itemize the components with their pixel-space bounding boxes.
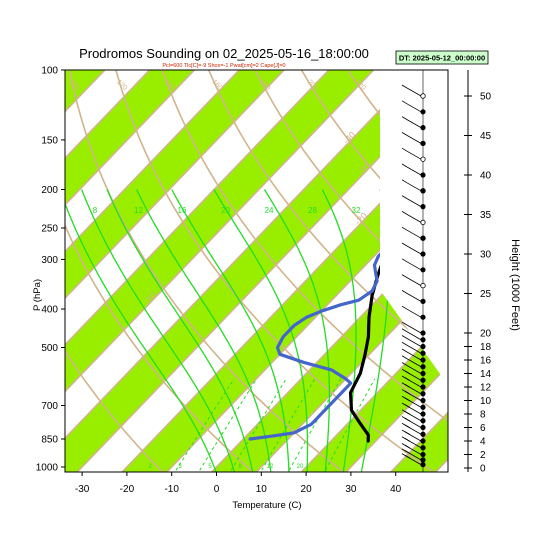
y-tick-label: 150 [41, 135, 58, 146]
wind-station-dot [421, 220, 425, 224]
wind-station-dot [421, 204, 425, 208]
y-tick-label: 500 [41, 343, 58, 354]
moist-adiabat-label: 12 [134, 206, 143, 215]
y-tick-label: 400 [41, 305, 58, 316]
height-tick-label: 2 [480, 450, 486, 461]
y-tick-label: 250 [41, 223, 58, 234]
height-tick-label: 18 [480, 342, 492, 353]
x-tick-label: 30 [345, 484, 357, 495]
x-tick-label: 40 [390, 484, 402, 495]
wind-station-dot [421, 446, 425, 450]
height-tick-label: 16 [480, 356, 492, 367]
wind-station-dot [421, 94, 426, 99]
moist-adiabat-label: 8 [93, 206, 98, 215]
y-tick-label: 1000 [36, 463, 59, 474]
wind-station-dot [421, 173, 425, 177]
y-tick-label: 100 [41, 66, 58, 77]
y-tick-label: 700 [41, 401, 58, 412]
x-tick-label: -10 [164, 484, 179, 495]
wind-station-dot [421, 315, 425, 319]
height-tick-label: 12 [480, 383, 492, 394]
wind-station-dot [421, 338, 425, 342]
wind-station-dot [421, 141, 426, 146]
wind-station-dot [421, 439, 425, 443]
wind-station-dot [421, 392, 425, 396]
x-tick-label: 0 [214, 484, 220, 495]
wind-station-dot [421, 398, 425, 402]
height-tick-label: 6 [480, 423, 486, 434]
x-tick-label: 20 [301, 484, 313, 495]
wind-station-dot [421, 283, 426, 288]
wind-station-dot [421, 365, 425, 369]
wind-station-dot [421, 412, 425, 416]
wind-station-dot [421, 405, 425, 409]
wind-station-dot [421, 358, 425, 362]
height-tick-label: 4 [480, 437, 486, 448]
wind-station-dot [421, 432, 425, 436]
wind-station-dot [421, 110, 425, 114]
x-tick-label: -20 [120, 484, 135, 495]
y-tick-label: 300 [41, 255, 58, 266]
height-tick-label: 50 [480, 92, 492, 103]
height-tick-label: 0 [480, 464, 486, 475]
x-tick-label: -30 [75, 484, 90, 495]
wind-station-dot [421, 419, 425, 423]
height-tick-label: 45 [480, 131, 492, 142]
wind-station-dot [421, 385, 425, 389]
height-tick-label: 30 [480, 250, 492, 261]
wind-station-dot [421, 331, 425, 335]
wind-station-dot [421, 462, 425, 466]
x-axis-label: Temperature (C) [232, 500, 301, 511]
wind-station-dot [421, 425, 425, 429]
height-tick-label: 25 [480, 289, 492, 300]
wind-station-dot [421, 157, 425, 161]
wind-station-dot [421, 371, 425, 375]
wind-station-dot [421, 452, 425, 456]
moist-adiabat-label: 28 [308, 206, 317, 215]
height-tick-label: 35 [480, 210, 492, 221]
moist-adiabat-label: 24 [265, 206, 274, 215]
mixing-ratio-label: 20 [297, 464, 304, 470]
height-tick-label: 10 [480, 396, 492, 407]
chart-title: Prodromos Sounding on 02_2025-05-16_18:0… [79, 46, 369, 61]
height-tick-label: 14 [480, 369, 492, 380]
wind-station-dot [421, 299, 425, 303]
wind-station-dot [421, 344, 425, 348]
moist-adiabat-label: 16 [178, 206, 187, 215]
wind-station-dot [421, 252, 425, 256]
wind-station-dot [421, 378, 425, 382]
wind-station-dot [421, 268, 425, 272]
height-tick-label: 8 [480, 410, 486, 421]
height-tick-label: 20 [480, 329, 492, 340]
moist-adiabat-label: 32 [352, 206, 361, 215]
height-tick-label: 40 [480, 171, 492, 182]
height-axis-label: Height (1000 Feet) [509, 239, 521, 331]
wind-station-dot [421, 189, 426, 194]
wind-station-dot [421, 236, 426, 241]
y-tick-label: 850 [41, 434, 58, 445]
y-axis-label: P (hPa) [32, 279, 43, 311]
wind-station-dot [421, 351, 425, 355]
mixing-ratio-label: 12 [267, 464, 274, 470]
wind-station-dot [421, 125, 425, 129]
x-tick-label: 10 [256, 484, 268, 495]
dt-badge: DT: 2025-05-12_00:00:00 [399, 54, 485, 63]
chart-subtitle: Pcl=600 Tlc[C]=-9 Shox=-1 Pwat[cm]=2 Cap… [162, 63, 285, 69]
moist-adiabat-label: 20 [221, 206, 230, 215]
wind-station-dot [421, 458, 425, 462]
y-tick-label: 200 [41, 185, 58, 196]
